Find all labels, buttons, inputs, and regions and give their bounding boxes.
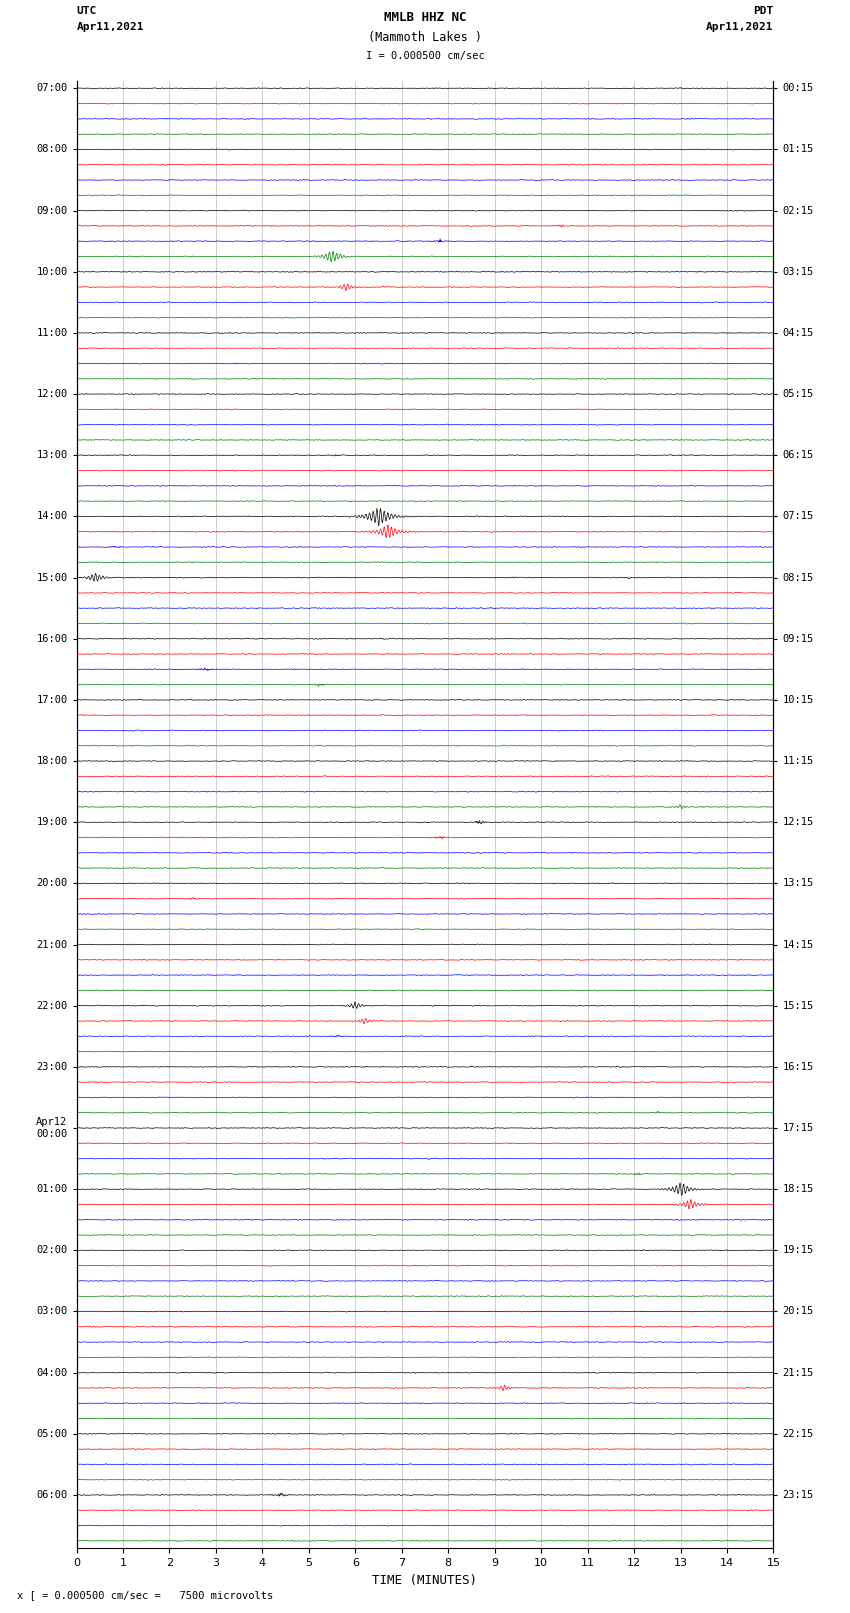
Text: Apr11,2021: Apr11,2021 [76,23,144,32]
X-axis label: TIME (MINUTES): TIME (MINUTES) [372,1574,478,1587]
Text: (Mammoth Lakes ): (Mammoth Lakes ) [368,31,482,44]
Text: PDT: PDT [753,6,774,16]
Text: I = 0.000500 cm/sec: I = 0.000500 cm/sec [366,52,484,61]
Text: MMLB HHZ NC: MMLB HHZ NC [383,11,467,24]
Text: x [ = 0.000500 cm/sec =   7500 microvolts: x [ = 0.000500 cm/sec = 7500 microvolts [17,1590,273,1600]
Text: UTC: UTC [76,6,97,16]
Text: Apr11,2021: Apr11,2021 [706,23,774,32]
